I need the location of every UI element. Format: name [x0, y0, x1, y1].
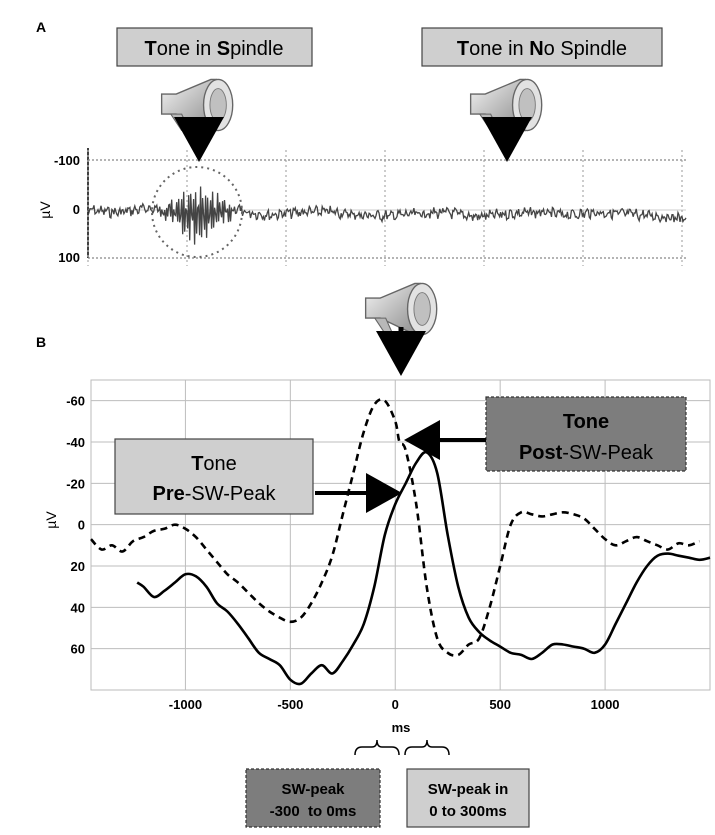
- box-post-line1: Tone: [563, 411, 609, 433]
- erp-x-tick-label: -500: [277, 697, 303, 712]
- box-post-text2: -SW-Peak: [562, 442, 654, 464]
- window-box-early: SW-peak -300 to 0ms: [245, 768, 381, 828]
- svg-text:Tone in Spindle: Tone in Spindle: [144, 38, 283, 60]
- erp-x-tick-label: 0: [392, 697, 399, 712]
- erp-series-dashed: [90, 398, 701, 657]
- label-box-tone-in-spindle: Tone in Spindle: [116, 27, 313, 67]
- eeg-trace: [87, 186, 687, 245]
- box-nospindle-text1: one in: [469, 38, 529, 60]
- label-box-tone-pre-sw-peak: Tone Pre-SW-Peak: [114, 438, 314, 515]
- erp-x-tick-label: 1000: [591, 697, 620, 712]
- panel-a-letter: A: [36, 19, 46, 35]
- box-spindle-char2: S: [217, 38, 230, 60]
- eeg-tick-label: 100: [58, 250, 80, 265]
- window-late-line2: 0 to 300ms: [429, 803, 507, 820]
- box-pre-char1: T: [191, 453, 203, 475]
- erp-y-tick-label: 60: [71, 642, 85, 657]
- svg-text:Pre-SW-Peak: Pre-SW-Peak: [152, 483, 276, 505]
- eeg-tick-label: 0: [73, 202, 80, 217]
- box-spindle-char1: T: [144, 38, 156, 60]
- erp-x-tick-label: -1000: [169, 697, 202, 712]
- spindle-highlight-circle: [151, 166, 243, 258]
- erp-y-tick-label: -40: [66, 435, 85, 450]
- box-nospindle-text2: o Spindle: [544, 38, 627, 60]
- eeg-y-axis-label: µV: [37, 201, 53, 219]
- label-box-tone-post-sw-peak: Tone Post-SW-Peak: [485, 396, 687, 472]
- box-pre-char2: Pre: [152, 483, 184, 505]
- box-pre-text2: -SW-Peak: [185, 483, 277, 505]
- erp-plot-frame: [90, 379, 711, 691]
- erp-y-tick-label: 20: [71, 559, 85, 574]
- box-nospindle-char1: T: [457, 38, 469, 60]
- window-early-line1: SW-peak: [281, 781, 345, 798]
- label-box-tone-in-no-spindle: Tone in No Spindle: [421, 27, 663, 67]
- erp-x-tick-label: 500: [489, 697, 511, 712]
- svg-text:Tone: Tone: [191, 453, 237, 475]
- erp-y-tick-label: -20: [66, 476, 85, 491]
- window-bracket-late: [404, 739, 450, 756]
- panel-b-letter: B: [36, 334, 46, 350]
- erp-y-tick-label: 0: [78, 518, 85, 533]
- window-early-line2: -300 to 0ms: [270, 803, 357, 820]
- svg-text:Post-SW-Peak: Post-SW-Peak: [519, 442, 654, 464]
- svg-text:Tone in No Spindle: Tone in No Spindle: [457, 38, 627, 60]
- eeg-tick-label: -100: [54, 153, 80, 168]
- box-spindle-text2: pindle: [230, 38, 283, 60]
- window-box-late: SW-peak in 0 to 300ms: [406, 768, 530, 828]
- erp-x-axis-label: ms: [392, 720, 411, 735]
- box-pre-text1: one: [203, 453, 236, 475]
- eeg-plot: [87, 148, 687, 266]
- window-bracket-early: [354, 739, 400, 756]
- box-nospindle-char2: N: [529, 38, 543, 60]
- box-spindle-text1: one in: [157, 38, 217, 60]
- erp-y-tick-label: -60: [66, 394, 85, 409]
- erp-y-tick-label: 40: [71, 600, 85, 615]
- erp-y-axis-label: µV: [43, 511, 59, 529]
- megaphone-icon: [364, 282, 438, 336]
- window-late-line1: SW-peak in: [428, 781, 509, 798]
- box-post-char2: Post: [519, 442, 563, 464]
